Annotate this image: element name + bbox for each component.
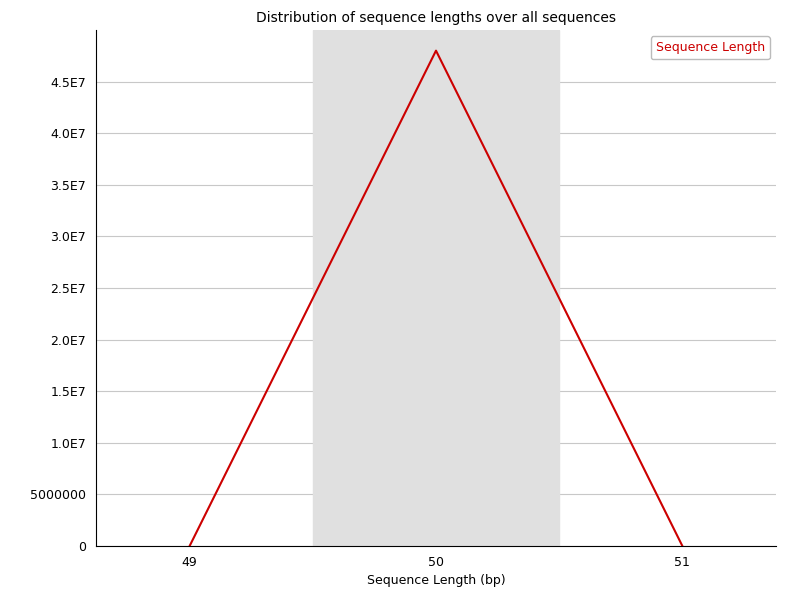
Sequence Length [456,97,466,104]
Legend: Sequence Length: Sequence Length [650,36,770,59]
Sequence Length [258,394,268,401]
Line: Sequence Length: Sequence Length [190,50,682,546]
Sequence Length [210,493,219,500]
Sequence Length [406,97,416,104]
Sequence Length [283,344,293,352]
Sequence Length [333,245,342,253]
Sequence Length [653,493,662,500]
Sequence Length [530,245,539,253]
Sequence Length [234,443,244,451]
Sequence Length [678,542,687,550]
Sequence Length [185,542,194,550]
Bar [313,30,559,546]
Sequence Length [358,196,367,203]
Sequence Length [382,146,391,154]
X-axis label: Sequence Length (bp): Sequence Length (bp) [366,574,506,587]
Title: Distribution of sequence lengths over all sequences: Distribution of sequence lengths over al… [256,11,616,25]
Sequence Length [579,344,589,352]
Sequence Length [554,295,564,302]
Sequence Length [604,394,614,401]
Sequence Length [308,295,318,302]
Sequence Length [431,47,441,54]
Sequence Length [628,443,638,451]
Sequence Length [505,196,514,203]
Sequence Length [481,146,490,154]
